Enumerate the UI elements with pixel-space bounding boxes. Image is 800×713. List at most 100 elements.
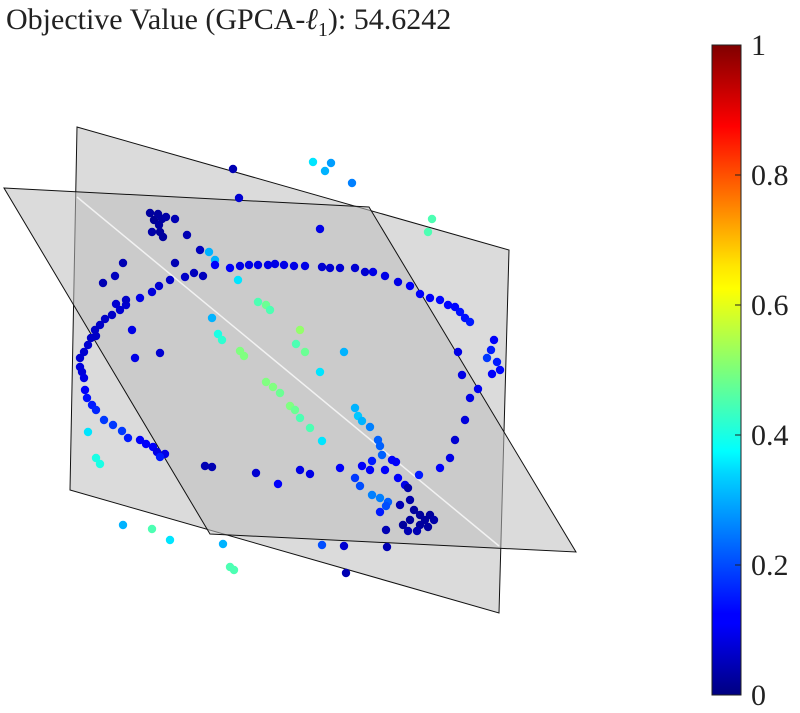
scatter-point <box>118 258 128 268</box>
scatter-point <box>382 542 392 552</box>
scatter-point <box>482 353 492 363</box>
scatter-point <box>495 365 505 375</box>
scatter-point <box>155 348 165 358</box>
scatter-point <box>295 465 305 475</box>
scatter-point <box>381 525 391 535</box>
scatter-point <box>253 297 263 307</box>
scatter-point <box>98 278 108 288</box>
scatter-point <box>357 416 367 426</box>
scatter-point <box>91 405 101 415</box>
scatter-point <box>335 263 345 273</box>
scatter-point <box>368 267 378 277</box>
scatter-point <box>375 493 385 503</box>
scatter-point <box>110 271 120 281</box>
scatter-point <box>391 457 401 467</box>
plane-intersection <box>76 196 500 547</box>
scatter-point <box>234 193 244 203</box>
scatter-point <box>317 262 327 272</box>
colorbar-tick-label: 0 <box>751 679 766 712</box>
scatter-point <box>165 275 175 285</box>
scatter-point <box>295 325 305 335</box>
scatter-point <box>492 357 502 367</box>
scatter-point <box>123 433 133 443</box>
scatter-point <box>305 423 315 433</box>
scatter-point <box>127 325 137 335</box>
scatter-point <box>239 351 249 361</box>
scatter-point <box>141 439 151 449</box>
scatter-point <box>367 490 377 500</box>
colorbar-tick-label: 0.6 <box>751 289 789 322</box>
scatter-point <box>380 271 390 281</box>
scatter-point <box>423 522 433 532</box>
scatter-point <box>460 415 470 425</box>
scatter-point <box>350 473 360 483</box>
scatter-point <box>83 340 93 350</box>
scatter-point <box>450 435 460 445</box>
scatter-point <box>228 164 238 174</box>
scatter-point <box>80 385 90 395</box>
scatter-point <box>204 247 214 257</box>
scatter-point <box>111 299 121 309</box>
scatter-point <box>335 463 345 473</box>
scatter-point <box>147 287 157 297</box>
scatter-point <box>341 568 351 578</box>
scatter-point <box>145 208 155 218</box>
scatter-point <box>325 263 335 273</box>
scatter-point <box>414 470 424 480</box>
scatter-point <box>155 452 165 462</box>
scatter-point <box>393 473 403 483</box>
scatter-point <box>115 305 125 315</box>
scatter-point <box>270 259 280 269</box>
scatter-point <box>170 258 180 268</box>
scatter-point <box>265 305 275 315</box>
colorbar: 0 0.2 0.4 0.6 0.8 1 <box>711 29 789 712</box>
colorbar-tick-label: 0.8 <box>751 159 789 192</box>
scatter-point <box>412 526 422 536</box>
planes-group <box>3 126 577 614</box>
scatter-point <box>170 214 180 224</box>
scatter-point <box>295 413 305 423</box>
scatter-point <box>291 339 301 349</box>
colorbar-tick-label: 1 <box>751 29 766 62</box>
scatter-point <box>225 263 235 273</box>
scatter-point <box>423 227 433 237</box>
scatter-point <box>75 353 85 363</box>
scatter-point <box>317 436 327 446</box>
scatter-point <box>117 426 127 436</box>
scatter-point <box>393 277 403 287</box>
scatter-point <box>360 267 370 277</box>
scatter-point <box>339 541 349 551</box>
colorbar-gradient <box>711 44 742 696</box>
scatter-point <box>398 520 408 530</box>
scatter-point <box>235 261 245 271</box>
plane-b <box>3 187 577 553</box>
scatter-point <box>427 214 437 224</box>
scatter-point <box>154 220 164 230</box>
scatter-point <box>233 275 243 285</box>
scatter-point <box>465 393 475 403</box>
scatter-point <box>339 347 349 357</box>
scatter-point <box>207 313 217 323</box>
scatter-point <box>435 295 445 305</box>
scatter-point <box>367 456 377 466</box>
scatter-point <box>317 540 327 550</box>
scatter-point <box>268 382 278 392</box>
scatter-point <box>107 310 117 320</box>
scatter-point <box>357 461 367 471</box>
scatter-point <box>395 500 405 510</box>
colorbar-tick-label: 0.2 <box>751 549 789 582</box>
scatter-point <box>409 505 419 515</box>
scatter-point <box>486 345 496 355</box>
scatter-point <box>320 166 330 176</box>
scatter-point <box>455 307 465 317</box>
scatter-point <box>210 260 220 270</box>
scatter-point <box>275 388 285 398</box>
scatter-point <box>135 293 145 303</box>
scatter-point <box>198 271 208 281</box>
scatter-point <box>273 479 283 489</box>
scatter-point <box>261 377 271 387</box>
scatter-point <box>350 403 360 413</box>
title-ell: ℓ <box>305 3 318 36</box>
chart-title: Objective Value (GPCA-ℓ1): 54.6242 <box>6 0 451 50</box>
scatter-point <box>305 469 315 479</box>
